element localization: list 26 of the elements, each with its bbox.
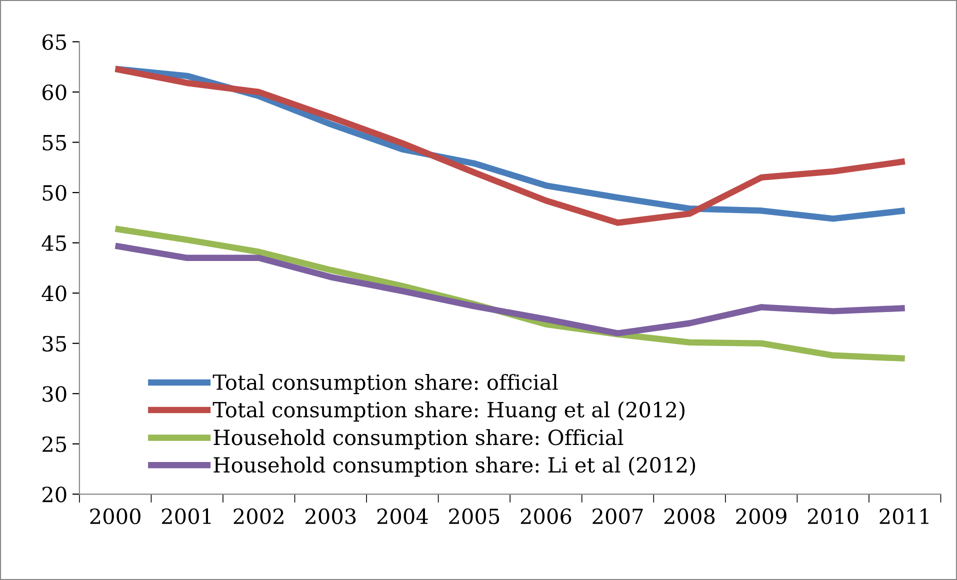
x-tick-label: 2009	[736, 508, 786, 524]
x-tick-label: 2005	[449, 508, 500, 524]
x-tick-label: 2000	[90, 508, 140, 524]
legend-label: Total consumption share: Huang et al (2012)	[212, 401, 684, 422]
y-tick-label: 45	[42, 235, 66, 252]
legend-label: Household consumption share: Li et al (2012)	[214, 456, 696, 477]
x-tick-label: 2011	[880, 508, 928, 524]
x-tick-label: 2007	[592, 508, 643, 524]
y-tick-label: 60	[42, 84, 66, 100]
x-tick-label: 2002	[234, 508, 284, 524]
y-tick-label: 40	[42, 286, 66, 302]
y-tick-label: 50	[42, 185, 66, 201]
y-tick-label: 35	[42, 336, 66, 352]
y-tick-label: 30	[42, 386, 66, 402]
y-tick-label: 25	[42, 436, 66, 452]
y-tick-label: 55	[42, 135, 66, 151]
y-tick-label: 20	[42, 486, 66, 502]
x-tick-label: 2008	[664, 508, 715, 524]
x-tick-label: 2010	[808, 508, 858, 524]
x-tick-label: 2006	[520, 508, 572, 524]
x-tick-label: 2001	[162, 508, 211, 524]
legend-label: Household consumption share: Official	[214, 429, 624, 450]
legend-label: Total consumption share: official	[212, 374, 558, 394]
x-tick-label: 2003	[306, 508, 356, 524]
x-tick-label: 2004	[377, 508, 428, 524]
y-tick-label: 65	[42, 34, 66, 50]
